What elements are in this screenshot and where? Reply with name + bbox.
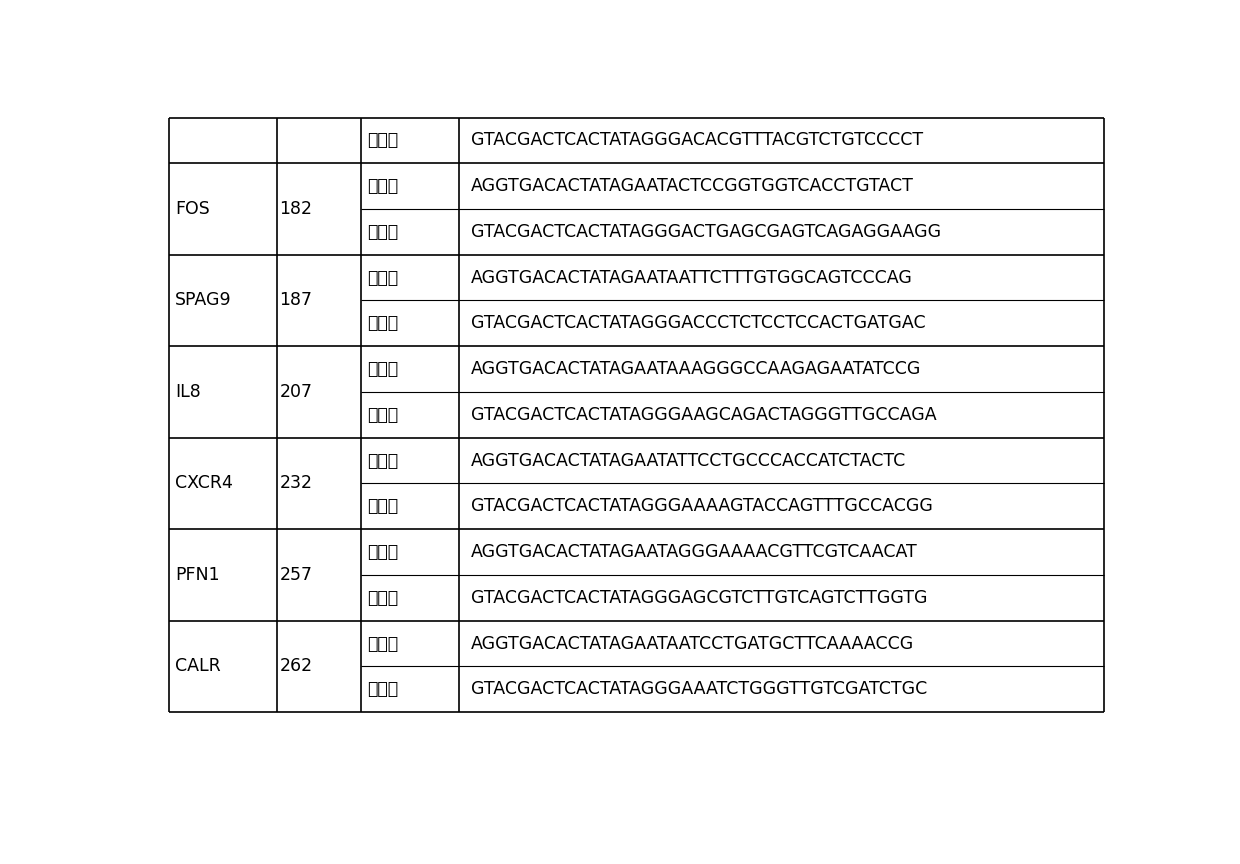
Text: GTACGACTCACTATAGGGAAAAGTACCAGTTTGCCACGG: GTACGACTCACTATAGGGAAAAGTACCAGTTTGCCACGG: [470, 498, 932, 515]
Text: 反义钉: 反义钉: [367, 131, 398, 149]
Text: GTACGACTCACTATAGGGACTGAGCGAGTCAGAGGAAGG: GTACGACTCACTATAGGGACTGAGCGAGTCAGAGGAAGG: [470, 223, 941, 241]
Text: 262: 262: [280, 658, 312, 676]
Text: 182: 182: [280, 200, 312, 218]
Text: AGGTGACACTATAGAATAATTCTTTGTGGCAGTCCCAG: AGGTGACACTATAGAATAATTCTTTGTGGCAGTCCCAG: [470, 269, 913, 287]
Text: CALR: CALR: [175, 658, 221, 676]
Text: AGGTGACACTATAGAATATTCCTGCCCACCATCTACTC: AGGTGACACTATAGAATATTCCTGCCCACCATCTACTC: [470, 452, 905, 469]
Text: 正义钉: 正义钉: [367, 360, 398, 378]
Text: 反义钉: 反义钉: [367, 680, 398, 698]
Text: AGGTGACACTATAGAATACTCCGGTGGTCACCTGTACT: AGGTGACACTATAGAATACTCCGGTGGTCACCTGTACT: [470, 177, 914, 195]
Text: 257: 257: [280, 566, 312, 584]
Text: 232: 232: [280, 474, 312, 492]
Text: AGGTGACACTATAGAATAAAGGGCCAAGAGAATATCCG: AGGTGACACTATAGAATAAAGGGCCAAGAGAATATCCG: [470, 360, 921, 378]
Text: GTACGACTCACTATAGGGAAGCAGACTAGGGTTGCCAGA: GTACGACTCACTATAGGGAAGCAGACTAGGGTTGCCAGA: [470, 406, 936, 424]
Text: 187: 187: [280, 291, 312, 309]
Text: 正义钉: 正义钉: [367, 177, 398, 195]
Text: AGGTGACACTATAGAATAATCCTGATGCTTCAAAACCG: AGGTGACACTATAGAATAATCCTGATGCTTCAAAACCG: [470, 634, 914, 652]
Text: FOS: FOS: [175, 200, 210, 218]
Text: 正义钉: 正义钉: [367, 269, 398, 287]
Text: GTACGACTCACTATAGGGACCCTCTCCTCCACTGATGAC: GTACGACTCACTATAGGGACCCTCTCCTCCACTGATGAC: [470, 314, 925, 333]
Text: CXCR4: CXCR4: [175, 474, 233, 492]
Text: PFN1: PFN1: [175, 566, 219, 584]
Text: 反义钉: 反义钉: [367, 223, 398, 241]
Text: SPAG9: SPAG9: [175, 291, 232, 309]
Text: 207: 207: [280, 383, 312, 401]
Text: 正义钉: 正义钉: [367, 543, 398, 561]
Text: 反义钉: 反义钉: [367, 588, 398, 607]
Text: GTACGACTCACTATAGGGAGCGTCTTGTCAGTCTTGGTG: GTACGACTCACTATAGGGAGCGTCTTGTCAGTCTTGGTG: [470, 588, 928, 607]
Text: 反义钉: 反义钉: [367, 406, 398, 424]
Text: GTACGACTCACTATAGGGAAATCTGGGTTGTCGATCTGC: GTACGACTCACTATAGGGAAATCTGGGTTGTCGATCTGC: [470, 680, 926, 698]
Text: AGGTGACACTATAGAATAGGGAAAACGTTCGTCAACAT: AGGTGACACTATAGAATAGGGAAAACGTTCGTCAACAT: [470, 543, 918, 561]
Text: IL8: IL8: [175, 383, 201, 401]
Text: 正义钉: 正义钉: [367, 634, 398, 652]
Text: 反义钉: 反义钉: [367, 314, 398, 333]
Text: GTACGACTCACTATAGGGACACGTTTACGTCTGTCCCCT: GTACGACTCACTATAGGGACACGTTTACGTCTGTCCCCT: [470, 131, 923, 149]
Text: 正义钉: 正义钉: [367, 452, 398, 469]
Text: 反义钉: 反义钉: [367, 498, 398, 515]
